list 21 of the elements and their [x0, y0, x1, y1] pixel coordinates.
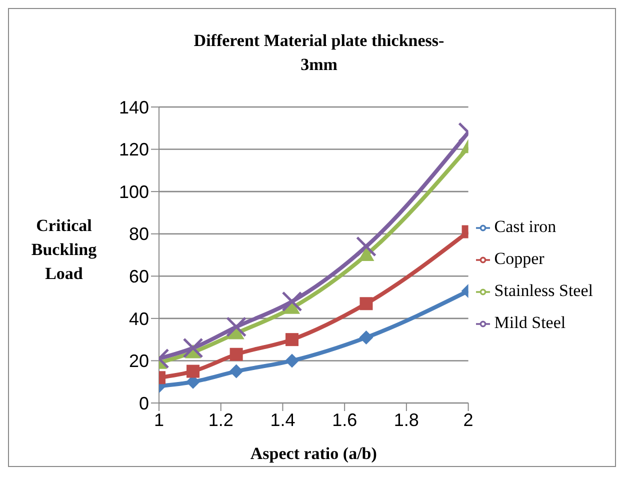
- y-tick-label: 100: [118, 182, 149, 202]
- x-tick-label: 1.4: [270, 410, 296, 430]
- x-axis-title: Aspect ratio (a/b): [250, 444, 377, 463]
- x-tick-label: 1: [154, 410, 164, 430]
- y-tick-label: 0: [138, 393, 149, 414]
- x-tick-label: 1.8: [394, 410, 419, 430]
- y-tick-label: 20: [128, 351, 149, 372]
- x-tick-label: 1.6: [332, 410, 358, 430]
- y-tick-label: 140: [118, 97, 149, 118]
- y-axis-title: Critical Buckling Load: [31, 216, 98, 283]
- legend-label: Copper: [494, 249, 544, 268]
- legend-label: Stainless Steel: [494, 281, 593, 300]
- legend-label: Cast iron: [494, 217, 556, 236]
- y-tick-label: 60: [128, 266, 149, 287]
- y-tick-label: 80: [128, 224, 149, 244]
- y-tick-label: 40: [128, 308, 149, 329]
- x-tick-label: 1.2: [208, 410, 234, 430]
- y-tick-label: 120: [118, 140, 149, 160]
- chart-title: Different Material plate thickness-3mm: [192, 30, 446, 76]
- x-tick-label: 2: [463, 410, 474, 430]
- legend-label: Mild Steel: [494, 313, 566, 332]
